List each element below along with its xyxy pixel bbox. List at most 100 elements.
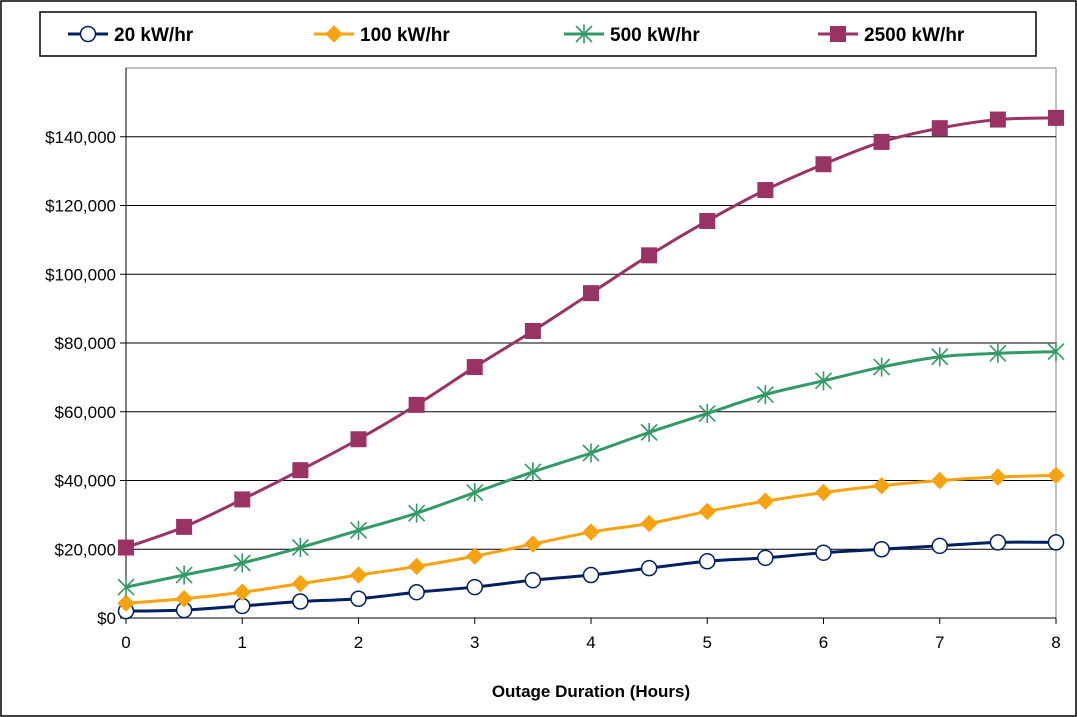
legend-label: 20 kW/hr — [114, 25, 194, 46]
data-point — [582, 443, 600, 463]
data-point — [466, 359, 483, 376]
data-point — [698, 403, 716, 423]
data-point — [233, 553, 251, 573]
data-point — [524, 322, 541, 339]
data-point — [466, 547, 484, 565]
legend-item: 20 kW/hr — [68, 25, 194, 46]
data-point — [757, 182, 774, 199]
x-tick-label: 0 — [121, 633, 130, 652]
data-point — [408, 396, 425, 413]
data-point — [582, 566, 600, 584]
data-point — [524, 462, 542, 482]
legend-box — [39, 11, 1037, 57]
axes: $0 $20,000 $40,000 $60,000 $80,000 $100,000 $1… — [45, 68, 1061, 652]
data-point — [640, 422, 658, 442]
x-tick-label: 3 — [470, 633, 479, 652]
y-tick-label: $40,000 — [55, 472, 116, 491]
legend-item: 2500 kW/hr — [818, 25, 965, 46]
data-point — [1047, 342, 1065, 362]
data-point — [814, 483, 833, 502]
data-point — [175, 565, 193, 585]
data-point — [234, 491, 251, 508]
data-point — [466, 483, 484, 503]
legend-label: 100 kW/hr — [360, 25, 450, 46]
data-point — [699, 212, 716, 229]
series-0 — [117, 534, 1065, 620]
y-tick-label: $0 — [97, 609, 116, 628]
series-layer — [117, 109, 1065, 620]
data-point — [583, 285, 599, 302]
data-point — [582, 523, 600, 541]
data-point — [350, 590, 367, 607]
x-tick-label: 2 — [354, 633, 363, 652]
data-point — [640, 514, 658, 533]
legend: 20 kW/hr 100 kW/hr 500 kW/hr 2500 kW/hr — [39, 11, 1037, 57]
x-tick-label: 8 — [1051, 633, 1060, 652]
data-point — [349, 566, 368, 584]
data-point — [176, 518, 193, 535]
y-tick-label: $20,000 — [55, 540, 116, 559]
data-point — [989, 468, 1007, 486]
data-point — [989, 534, 1007, 551]
data-point — [931, 120, 948, 137]
data-point — [117, 594, 135, 612]
data-point — [814, 371, 833, 391]
x-tick-label: 1 — [238, 633, 247, 652]
legend-marker — [79, 25, 97, 43]
data-point — [931, 537, 948, 555]
data-point — [524, 535, 542, 553]
data-point — [873, 541, 890, 558]
data-point — [756, 385, 774, 405]
x-tick-label: 5 — [703, 633, 712, 652]
data-point — [466, 578, 483, 596]
data-point — [872, 476, 891, 495]
data-point — [118, 539, 134, 556]
series-3 — [118, 109, 1064, 556]
y-tick-label: $140,000 — [45, 128, 116, 147]
legend-item: 500 kW/hr — [564, 24, 700, 46]
data-point — [698, 502, 716, 521]
data-point — [815, 156, 832, 173]
legend-label: 500 kW/hr — [610, 25, 700, 46]
y-tick-label: $80,000 — [55, 334, 116, 353]
data-point — [931, 347, 949, 367]
data-point — [873, 133, 890, 150]
x-axis-title: Outage Duration (Hours) — [492, 682, 690, 701]
data-point — [233, 583, 251, 601]
legend-marker — [830, 26, 846, 42]
x-tick-label: 7 — [935, 633, 944, 652]
data-point — [641, 247, 658, 264]
y-tick-label: $100,000 — [45, 265, 116, 284]
data-point — [175, 590, 193, 608]
data-point — [989, 343, 1007, 363]
data-point — [292, 462, 309, 479]
data-point — [291, 574, 310, 593]
data-point — [408, 503, 426, 523]
data-point — [931, 471, 949, 490]
data-point — [640, 559, 658, 577]
data-point — [873, 357, 891, 377]
data-point — [756, 492, 775, 510]
data-point — [1048, 109, 1064, 126]
data-point — [408, 583, 425, 601]
legend-marker — [325, 25, 343, 43]
data-point — [815, 544, 832, 561]
legend-item: 100 kW/hr — [314, 25, 450, 46]
data-point — [989, 111, 1006, 128]
data-point — [757, 549, 774, 567]
data-point — [699, 553, 716, 570]
data-point — [1047, 466, 1065, 485]
legend-label: 2500 kW/hr — [864, 25, 965, 46]
data-point — [292, 593, 309, 610]
data-point — [350, 431, 367, 448]
series-1 — [117, 466, 1065, 612]
series-2 — [117, 342, 1065, 597]
data-point — [349, 520, 368, 540]
data-point — [524, 571, 542, 589]
y-tick-label: $60,000 — [55, 403, 116, 422]
data-point — [291, 538, 309, 558]
data-point — [1047, 534, 1065, 551]
y-tick-label: $120,000 — [45, 197, 116, 216]
